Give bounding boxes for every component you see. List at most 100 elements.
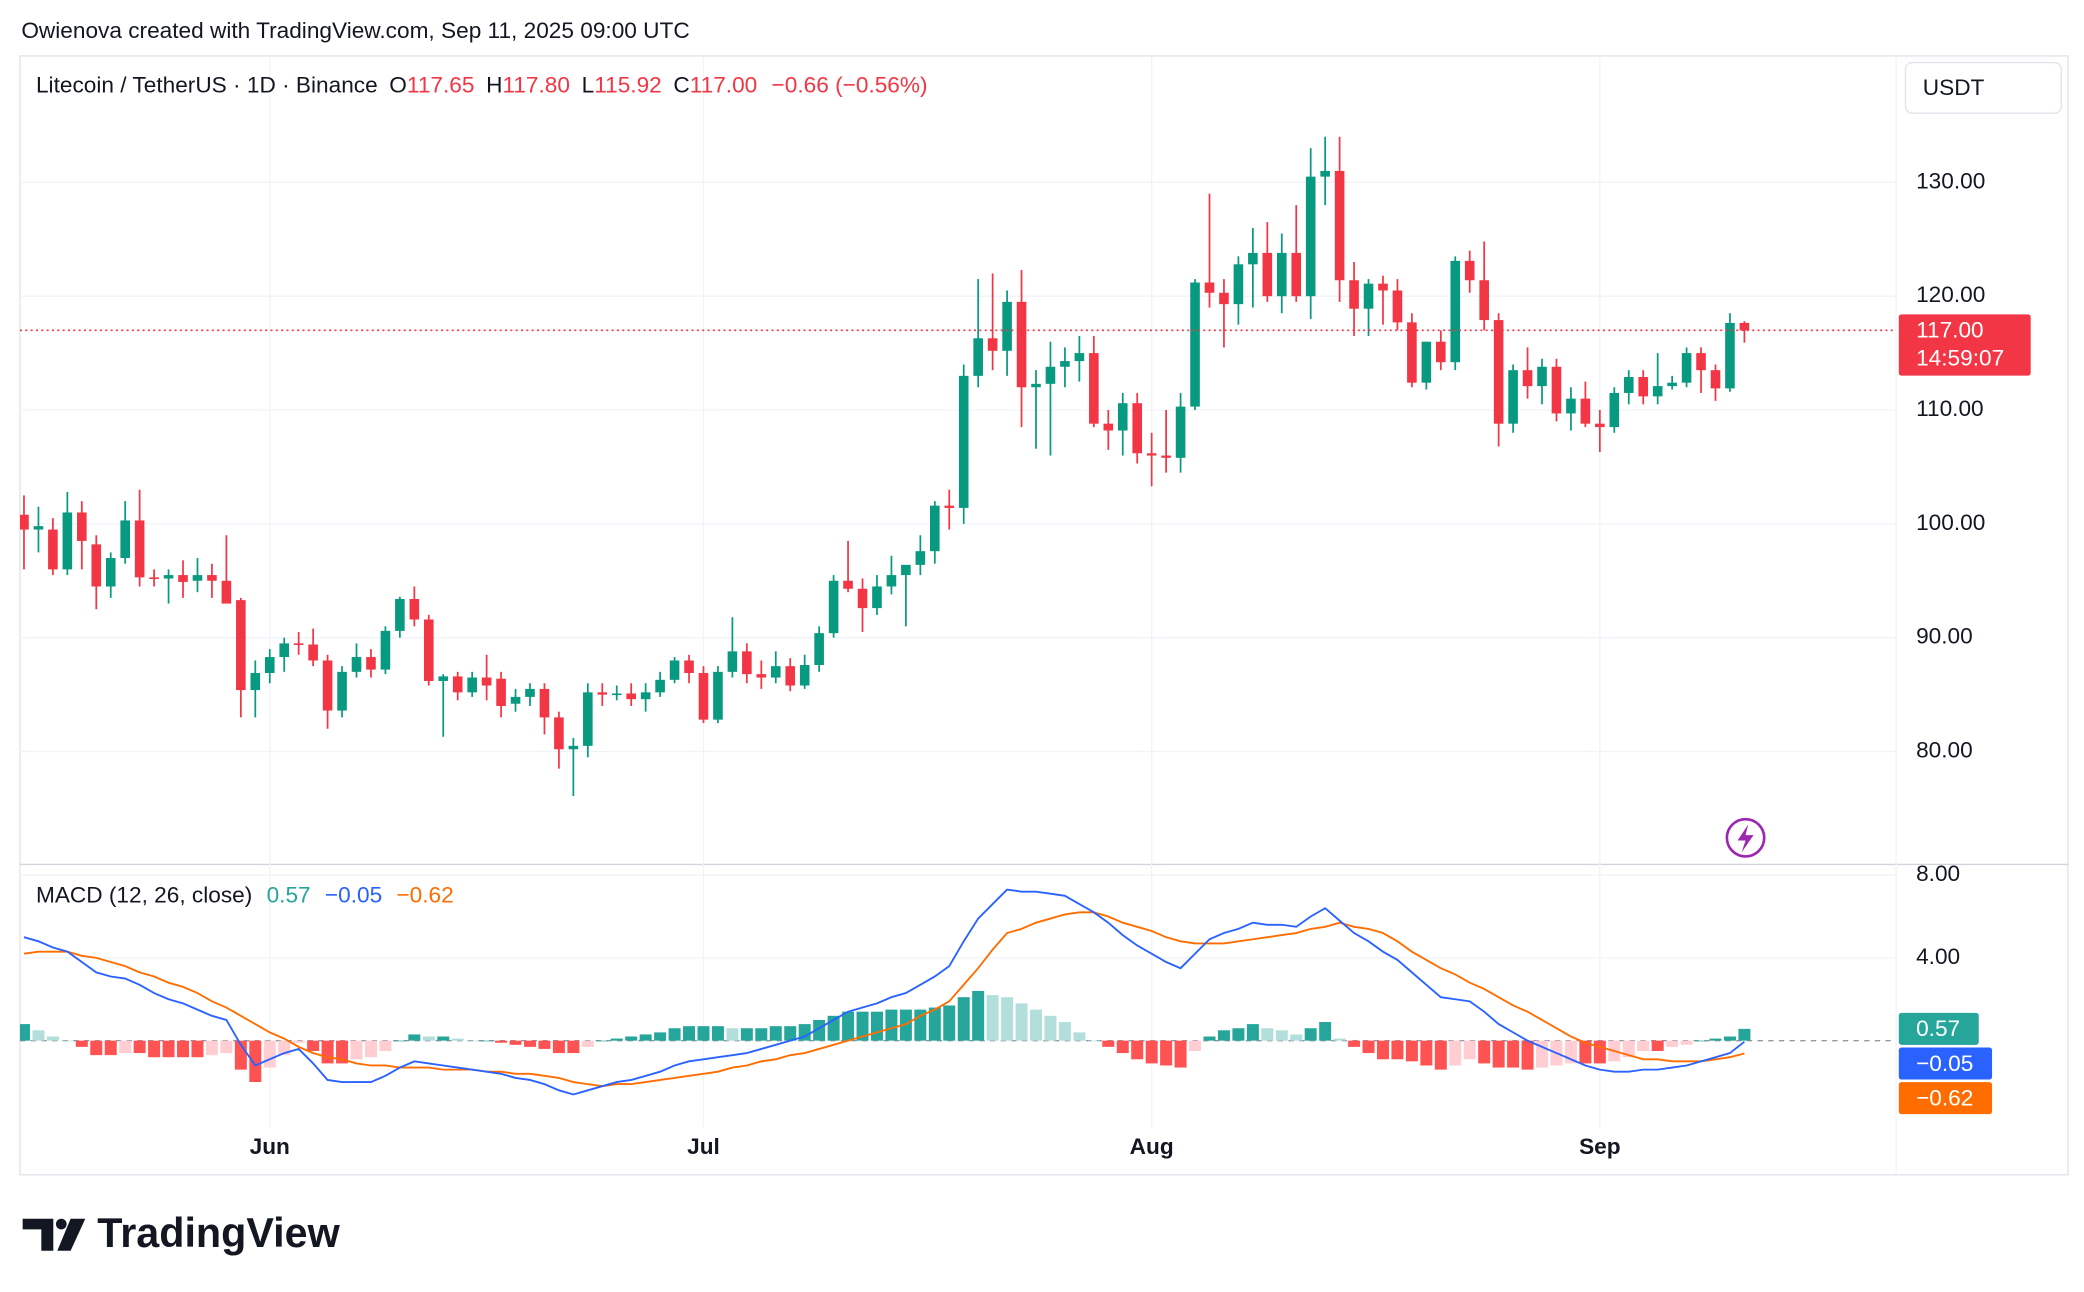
candle-body — [1002, 301, 1012, 351]
candle-body — [742, 651, 752, 675]
candle-body — [814, 633, 824, 666]
candle-body — [48, 529, 58, 570]
y-tick-label: 4.00 — [1916, 944, 1960, 969]
candle-body — [857, 588, 868, 609]
ohlc-label: O — [389, 73, 407, 98]
candle-body — [626, 693, 636, 700]
candle-body — [105, 558, 116, 587]
candle-body — [901, 564, 911, 576]
symbol-header: Litecoin / TetherUS · 1D · Binance O117.… — [36, 73, 928, 98]
candle-body — [958, 375, 969, 508]
attribution: Owienova created with TradingView.com, S… — [21, 18, 689, 43]
candle-body — [293, 643, 304, 645]
candle-body — [930, 505, 940, 552]
ohlc-label: L — [582, 73, 595, 98]
histogram-bar — [437, 1036, 450, 1041]
candle-body — [1363, 283, 1374, 309]
candle-body — [337, 671, 347, 711]
candle-body — [987, 338, 998, 351]
histogram-bar — [827, 1015, 840, 1041]
x-tick-label: Jul — [687, 1134, 720, 1159]
histogram-bar — [784, 1026, 797, 1041]
candle-body — [279, 643, 290, 658]
histogram-bar — [19, 1024, 30, 1041]
y-tick-label: 100.00 — [1916, 510, 1985, 535]
histogram-bar — [596, 1040, 609, 1042]
candle-body — [1522, 370, 1533, 387]
candle-body — [611, 693, 622, 696]
histogram-bar — [90, 1040, 103, 1056]
candle-body — [915, 551, 926, 565]
ohlc-value: 117.00 — [690, 73, 758, 98]
candle-body — [1566, 398, 1576, 414]
histogram-bar — [914, 1009, 927, 1041]
histogram-bar — [1622, 1040, 1635, 1058]
candle-body — [1233, 264, 1244, 305]
histogram-bar — [292, 1040, 305, 1043]
histogram-bar — [625, 1036, 638, 1041]
candle-body — [1378, 283, 1388, 291]
histogram-bar — [697, 1026, 710, 1041]
candle-body — [1175, 406, 1186, 458]
histogram-bar — [1015, 1003, 1028, 1041]
candle-body — [1146, 453, 1157, 456]
candle-body — [1262, 252, 1273, 297]
alert-icon[interactable] — [1725, 817, 1766, 858]
candle-body — [351, 657, 362, 672]
histogram-bar — [1666, 1040, 1679, 1047]
histogram-bar — [567, 1040, 580, 1054]
histogram-bar — [1593, 1040, 1606, 1064]
candle-body — [1710, 370, 1721, 389]
candle-body — [684, 660, 694, 673]
histogram-bar — [263, 1040, 276, 1068]
candle-body — [539, 688, 550, 718]
candle-body — [525, 688, 535, 697]
candle-body — [1464, 260, 1475, 281]
candle-body — [1392, 290, 1403, 323]
histogram-bar — [32, 1030, 45, 1041]
histogram-bar — [1073, 1032, 1086, 1041]
indicator-tag — [1898, 1047, 1993, 1080]
histogram-bar — [842, 1011, 855, 1041]
histogram-bar — [1174, 1040, 1187, 1068]
histogram-bar — [350, 1040, 363, 1060]
histogram-bar — [1333, 1038, 1346, 1041]
candle-body — [178, 575, 188, 582]
currency: USDT — [1923, 75, 1985, 100]
candle-body — [1508, 370, 1518, 424]
candle-body — [496, 678, 506, 707]
currency-button[interactable] — [1904, 61, 2063, 114]
histogram-bar — [1362, 1040, 1375, 1054]
candle-body — [1436, 341, 1446, 363]
ohlc-label: H — [486, 73, 502, 98]
histogram-bar — [523, 1040, 536, 1047]
candle-body — [944, 505, 955, 508]
histogram-bar — [75, 1040, 88, 1047]
macd-value: −0.05 — [325, 882, 382, 907]
histogram-bar — [1405, 1040, 1418, 1062]
y-tick-label: 90.00 — [1916, 624, 1973, 649]
candle-body — [886, 575, 897, 587]
histogram-bar — [1434, 1040, 1447, 1070]
histogram-bar — [408, 1034, 421, 1041]
histogram-bar — [870, 1011, 883, 1041]
candle-body — [1725, 322, 1735, 389]
histogram-bar — [466, 1040, 479, 1042]
histogram-bar — [1275, 1030, 1288, 1041]
histogram-bar — [177, 1040, 190, 1058]
histogram-bar — [1261, 1028, 1274, 1041]
candle-body — [655, 679, 665, 693]
candle-body — [438, 676, 449, 681]
y-tick-label: 80.00 — [1916, 738, 1973, 763]
candle-body — [727, 651, 738, 672]
candle-body — [1681, 353, 1692, 383]
candle-body — [1248, 252, 1258, 265]
candle-body — [1580, 398, 1591, 424]
histogram-bar — [1536, 1040, 1549, 1068]
histogram-bar — [1246, 1024, 1259, 1041]
candle-body — [77, 512, 87, 541]
candle-body — [1334, 170, 1345, 281]
histogram-bar — [552, 1040, 565, 1054]
indicator-tag-value: 0.57 — [1916, 1016, 1960, 1041]
candle-body — [1652, 386, 1663, 397]
